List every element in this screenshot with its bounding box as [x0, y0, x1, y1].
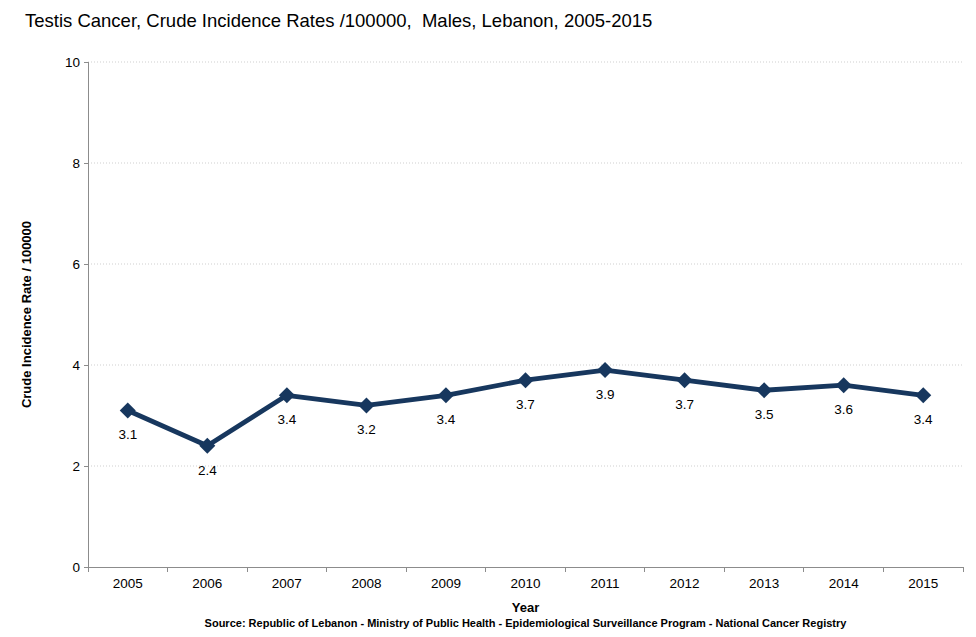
- data-point-marker: [836, 377, 852, 393]
- y-tick-label: 2: [72, 459, 80, 474]
- y-tick-label: 0: [72, 560, 80, 575]
- x-tick-label: 2006: [192, 576, 222, 591]
- line-chart: 0 2 4 6 8 10 2005 2006 2007 2008 2009 2010 2011 2012 2…: [0, 0, 976, 637]
- data-point-label: 2.4: [198, 463, 217, 478]
- x-tick-label: 2005: [113, 576, 143, 591]
- data-point-marker: [120, 402, 136, 418]
- x-tick-label: 2012: [670, 576, 700, 591]
- data-point-label: 3.7: [675, 397, 694, 412]
- data-point-label: 3.4: [277, 412, 296, 427]
- data-point-label: 3.6: [834, 402, 853, 417]
- data-point-label: 3.4: [914, 412, 933, 427]
- y-tick-label: 10: [65, 55, 80, 70]
- y-tick-label: 6: [72, 257, 80, 272]
- source-note: Source: Republic of Lebanon - Ministry o…: [88, 617, 963, 629]
- data-point-marker: [358, 397, 374, 413]
- data-point-marker: [677, 372, 693, 388]
- data-point-label: 3.5: [755, 407, 774, 422]
- x-tick-label: 2015: [908, 576, 938, 591]
- data-point-marker: [756, 382, 772, 398]
- x-tick-label: 2013: [749, 576, 779, 591]
- data-point-label: 3.9: [596, 387, 615, 402]
- x-tick-label: 2014: [829, 576, 860, 591]
- data-point-label: 3.2: [357, 422, 376, 437]
- plot-area: 0 2 4 6 8 10 2005 2006 2007 2008 2009 2010 2011 2012 2…: [65, 55, 963, 591]
- data-point-label: 3.1: [118, 427, 137, 442]
- x-tick-label: 2007: [272, 576, 302, 591]
- chart-page: Testis Cancer, Crude Incidence Rates /10…: [0, 0, 976, 637]
- y-tick-label: 8: [72, 156, 80, 171]
- x-tick-label: 2009: [431, 576, 461, 591]
- x-tick-label: 2010: [510, 576, 540, 591]
- x-tick-label: 2008: [351, 576, 381, 591]
- y-axis-title: Crude Incidence Rate / 100000: [19, 221, 34, 408]
- y-tick-label: 4: [72, 358, 80, 373]
- data-point-marker: [915, 387, 931, 403]
- data-point-label: 3.7: [516, 397, 535, 412]
- data-point-marker: [438, 387, 454, 403]
- data-point-marker: [518, 372, 534, 388]
- data-point-marker: [597, 362, 613, 378]
- x-tick-label: 2011: [591, 576, 620, 591]
- x-axis-title: Year: [512, 600, 539, 615]
- data-point-label: 3.4: [437, 412, 456, 427]
